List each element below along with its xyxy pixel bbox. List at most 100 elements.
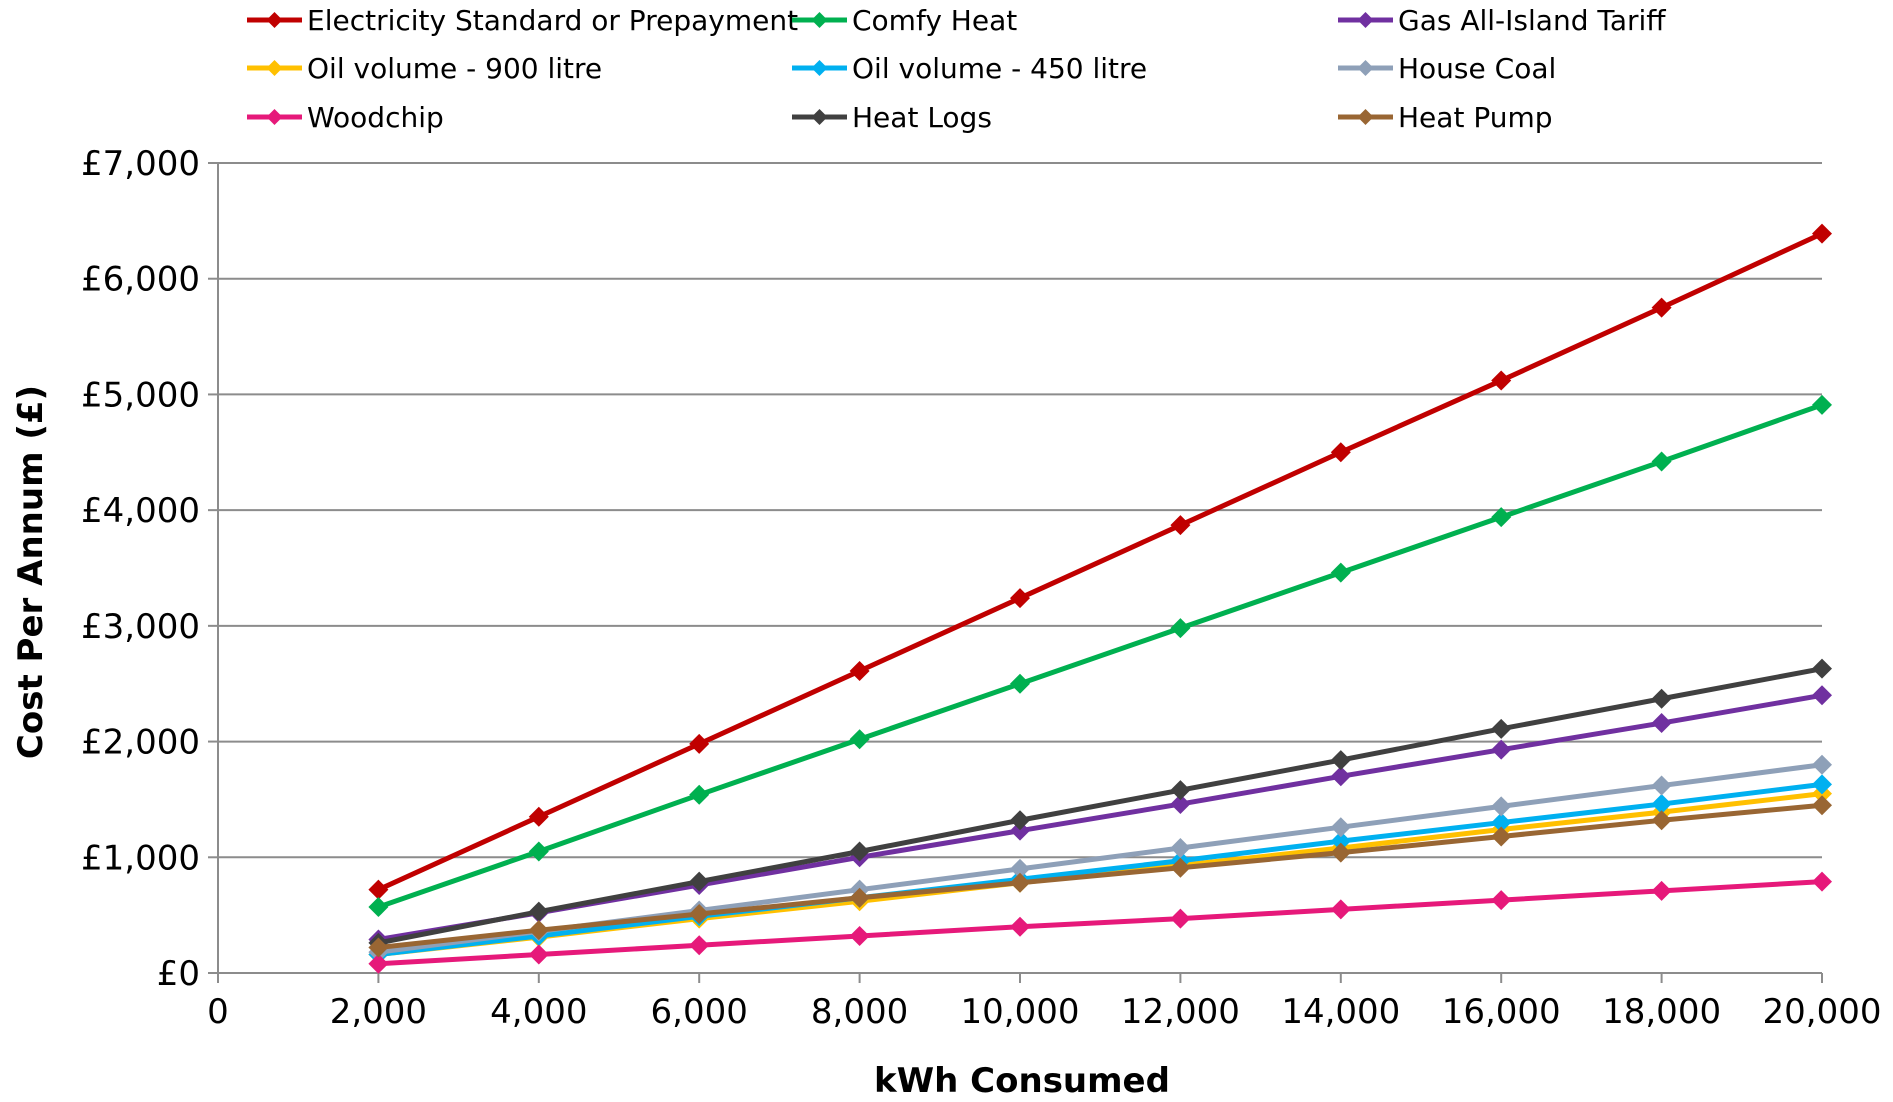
data-point	[528, 901, 549, 922]
data-point	[1651, 297, 1672, 318]
data-point	[1491, 890, 1512, 911]
x-tick-labels: 0 2,000 4,000 6,000 8,000 10,000 12,000 14,000 1…	[207, 992, 1881, 1032]
data-point	[1170, 857, 1191, 878]
data-point	[1491, 718, 1512, 739]
data-point	[689, 871, 710, 892]
y-tick-label: £2,000	[81, 723, 200, 763]
series-9	[368, 795, 1832, 958]
legend-swatch-marker	[811, 12, 828, 28]
data-point	[528, 841, 549, 862]
x-tick-label: 2,000	[330, 992, 427, 1032]
data-point	[689, 935, 710, 956]
data-point	[849, 660, 870, 681]
legend-swatch-marker	[266, 109, 283, 125]
data-point	[1330, 562, 1351, 583]
legend-swatch-marker	[811, 109, 828, 125]
x-tick-label: 14,000	[1281, 992, 1400, 1032]
series-line	[377, 666, 1823, 946]
axes	[217, 163, 1823, 983]
series-line	[377, 402, 1823, 910]
legend-label: Heat Logs	[852, 101, 992, 134]
x-tick-label: 12,000	[1121, 992, 1240, 1032]
legend-swatch-marker	[811, 60, 828, 76]
data-point	[1651, 688, 1672, 709]
legend-swatch-marker	[1357, 60, 1374, 76]
data-point	[1170, 908, 1191, 929]
legend-label: Oil volume - 450 litre	[852, 52, 1147, 85]
data-point	[1491, 812, 1512, 833]
y-tick-label: £3,000	[81, 607, 200, 647]
data-point	[1651, 775, 1672, 796]
data-point	[1330, 842, 1351, 863]
data-point	[1812, 223, 1832, 244]
legend-item: Woodchip	[247, 101, 444, 134]
series-8	[368, 658, 1832, 953]
legend-swatch-marker	[266, 60, 283, 76]
legend-item: Heat Pump	[1338, 101, 1553, 134]
data-point	[1812, 658, 1832, 679]
legend-item: Comfy Heat	[792, 4, 1017, 37]
series-line	[377, 231, 1824, 892]
x-tick-label: 4,000	[490, 992, 587, 1032]
data-point	[528, 920, 549, 941]
x-tick-label: 16,000	[1442, 992, 1561, 1032]
legend: Electricity Standard or Prepayment Comfy …	[247, 4, 1666, 134]
gridlines	[208, 162, 1822, 974]
data-point	[368, 897, 389, 918]
x-tick-label: 20,000	[1763, 992, 1882, 1032]
data-point	[849, 925, 870, 946]
data-point	[368, 879, 389, 900]
legend-swatch-marker	[1357, 12, 1374, 28]
data-point	[1651, 713, 1672, 734]
legend-label: Oil volume - 900 litre	[307, 52, 602, 85]
y-tick-label: £6,000	[81, 260, 200, 300]
data-point	[1330, 899, 1351, 920]
data-point	[689, 733, 710, 754]
legend-label: Gas All-Island Tariff	[1398, 4, 1666, 37]
series-1	[368, 223, 1832, 900]
data-point	[368, 953, 389, 974]
data-point	[1010, 916, 1030, 937]
series-group	[368, 223, 1832, 974]
data-point	[849, 729, 870, 750]
x-tick-label: 10,000	[961, 992, 1080, 1032]
y-tick-label: £1,000	[81, 838, 200, 878]
data-point	[1170, 618, 1191, 639]
data-point	[1170, 794, 1191, 815]
data-point	[1651, 451, 1672, 472]
data-point	[1010, 872, 1030, 893]
data-point	[1330, 831, 1351, 852]
data-point	[1010, 820, 1030, 841]
data-point	[1812, 774, 1832, 795]
legend-item: Oil volume - 450 litre	[792, 52, 1147, 85]
data-point	[1330, 817, 1351, 838]
data-point	[1330, 442, 1351, 463]
data-point	[689, 903, 710, 924]
data-point	[528, 806, 549, 827]
legend-swatch-marker	[266, 12, 283, 28]
data-point	[689, 784, 710, 805]
data-point	[1812, 871, 1832, 892]
data-point	[1330, 750, 1351, 771]
series-7	[368, 871, 1832, 974]
data-point	[849, 841, 870, 862]
x-tick-label: 6,000	[651, 992, 748, 1032]
data-point	[1812, 754, 1832, 775]
series-line	[378, 781, 1823, 957]
data-point	[1491, 826, 1512, 847]
legend-item: Oil volume - 900 litre	[247, 52, 602, 85]
series-line	[378, 802, 1823, 951]
y-tick-label: £4,000	[81, 491, 200, 531]
data-point	[368, 937, 389, 958]
data-point	[1651, 810, 1672, 831]
x-axis-title: kWh Consumed	[874, 1061, 1170, 1101]
data-point	[1010, 588, 1030, 609]
y-tick-label: £5,000	[81, 375, 200, 415]
legend-item: House Coal	[1338, 52, 1556, 85]
data-point	[1651, 880, 1672, 901]
x-tick-label: 8,000	[811, 992, 908, 1032]
data-point	[1491, 739, 1512, 760]
data-point	[1651, 794, 1672, 815]
data-point	[1491, 507, 1512, 528]
y-tick-label: £0	[157, 954, 200, 994]
